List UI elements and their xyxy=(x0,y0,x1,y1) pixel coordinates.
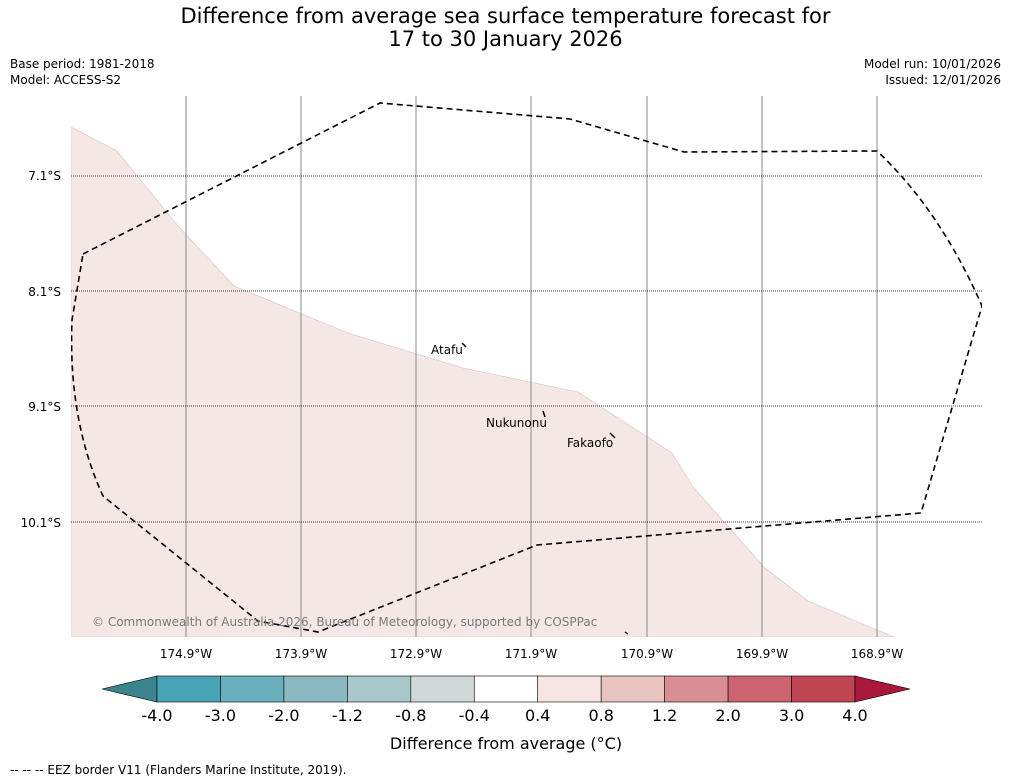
colorbar-tick-label: 0.8 xyxy=(588,706,613,725)
lon-label: 170.9°W xyxy=(621,647,673,661)
colorbar-tick-label: -2.0 xyxy=(268,706,299,725)
lon-label: 174.9°W xyxy=(160,647,212,661)
colorbar-tick-label: -0.8 xyxy=(395,706,426,725)
lon-label: 169.9°W xyxy=(736,647,788,661)
colorbar-segment xyxy=(600,675,665,703)
colorbar-segment xyxy=(791,675,856,703)
colorbar-segment xyxy=(283,675,348,703)
colorbar-tick-label: 0.4 xyxy=(525,706,550,725)
chart-title: Difference from average sea surface temp… xyxy=(0,5,1011,51)
colorbar-segment xyxy=(537,675,602,703)
place-label-nukunonu: Nukunonu xyxy=(486,416,547,430)
colorbar-segment xyxy=(473,675,539,703)
atoll-fakaofo xyxy=(609,432,616,439)
colorbar-segment xyxy=(410,675,475,703)
lon-label: 172.9°W xyxy=(390,647,442,661)
colorbar-tick-label: 1.2 xyxy=(652,706,677,725)
colorbar-tick-label: 3.0 xyxy=(779,706,804,725)
atoll-atafu xyxy=(461,342,467,348)
lat-label: 9.1°S xyxy=(28,400,61,414)
copyright-notice: © Commonwealth of Australia 2026, Bureau… xyxy=(92,615,597,629)
colorbar-segments xyxy=(156,675,856,703)
latitude-labels: 7.1°S 8.1°S 9.1°S 10.1°S xyxy=(21,169,61,530)
colorbar-extend-high xyxy=(854,675,911,703)
colorbar-tick-label: 4.0 xyxy=(842,706,867,725)
title-line-2: 17 to 30 January 2026 xyxy=(388,27,623,51)
title-line-1: Difference from average sea surface temp… xyxy=(180,4,831,28)
place-label-atafu: Atafu xyxy=(431,343,463,357)
colorbar-extend-low xyxy=(101,675,158,703)
lat-label: 8.1°S xyxy=(28,285,61,299)
longitude-labels: 174.9°W 173.9°W 172.9°W 171.9°W 170.9°W … xyxy=(160,647,903,661)
colorbar-segment xyxy=(347,675,412,703)
colorbar-segment xyxy=(664,675,729,703)
colorbar-tick-label: -0.4 xyxy=(459,706,490,725)
colorbar-tick-label: -4.0 xyxy=(141,706,172,725)
meta-left: Base period: 1981-2018 Model: ACCESS-S2 xyxy=(10,56,155,88)
lat-label: 7.1°S xyxy=(28,169,61,183)
colorbar-tick-label: -3.0 xyxy=(205,706,236,725)
anomaly-region-0-4-to-0-8 xyxy=(71,126,895,637)
base-period: Base period: 1981-2018 xyxy=(10,57,155,71)
colorbar-tick-labels: -4.0 -3.0 -2.0 -1.2 -0.8 -0.4 0.4 0.8 1.2 2.0 3.0 4… xyxy=(141,706,867,725)
place-label-fakaofo: Fakaofo xyxy=(567,436,613,450)
colorbar-tick-label: 2.0 xyxy=(715,706,740,725)
colorbar-tick-label: -1.2 xyxy=(332,706,363,725)
map-area: Atafu Nukunonu Fakaofo © Commonwealth of… xyxy=(71,96,982,637)
colorbar-segment xyxy=(727,675,792,703)
lon-label: 173.9°W xyxy=(275,647,327,661)
colorbar: -4.0 -3.0 -2.0 -1.2 -0.8 -0.4 0.4 0.8 1.2 2.0 3.0 4… xyxy=(101,675,911,753)
island-marker xyxy=(624,631,629,635)
meta-right: Model run: 10/01/2026 Issued: 12/01/2026 xyxy=(864,56,1001,88)
issued-date: Issued: 12/01/2026 xyxy=(885,73,1001,87)
colorbar-title: Difference from average (°C) xyxy=(390,734,622,753)
colorbar-segment xyxy=(156,675,221,703)
model-name: Model: ACCESS-S2 xyxy=(10,73,122,87)
lat-label: 10.1°S xyxy=(21,516,61,530)
atoll-nukunonu xyxy=(542,410,546,418)
model-run: Model run: 10/01/2026 xyxy=(863,57,1001,71)
colorbar-segment xyxy=(220,675,285,703)
lon-label: 171.9°W xyxy=(505,647,557,661)
eez-border xyxy=(71,102,982,633)
eez-source-note: -- -- -- EEZ border V11 (Flanders Marine… xyxy=(10,763,347,777)
lon-label: 168.9°W xyxy=(851,647,903,661)
